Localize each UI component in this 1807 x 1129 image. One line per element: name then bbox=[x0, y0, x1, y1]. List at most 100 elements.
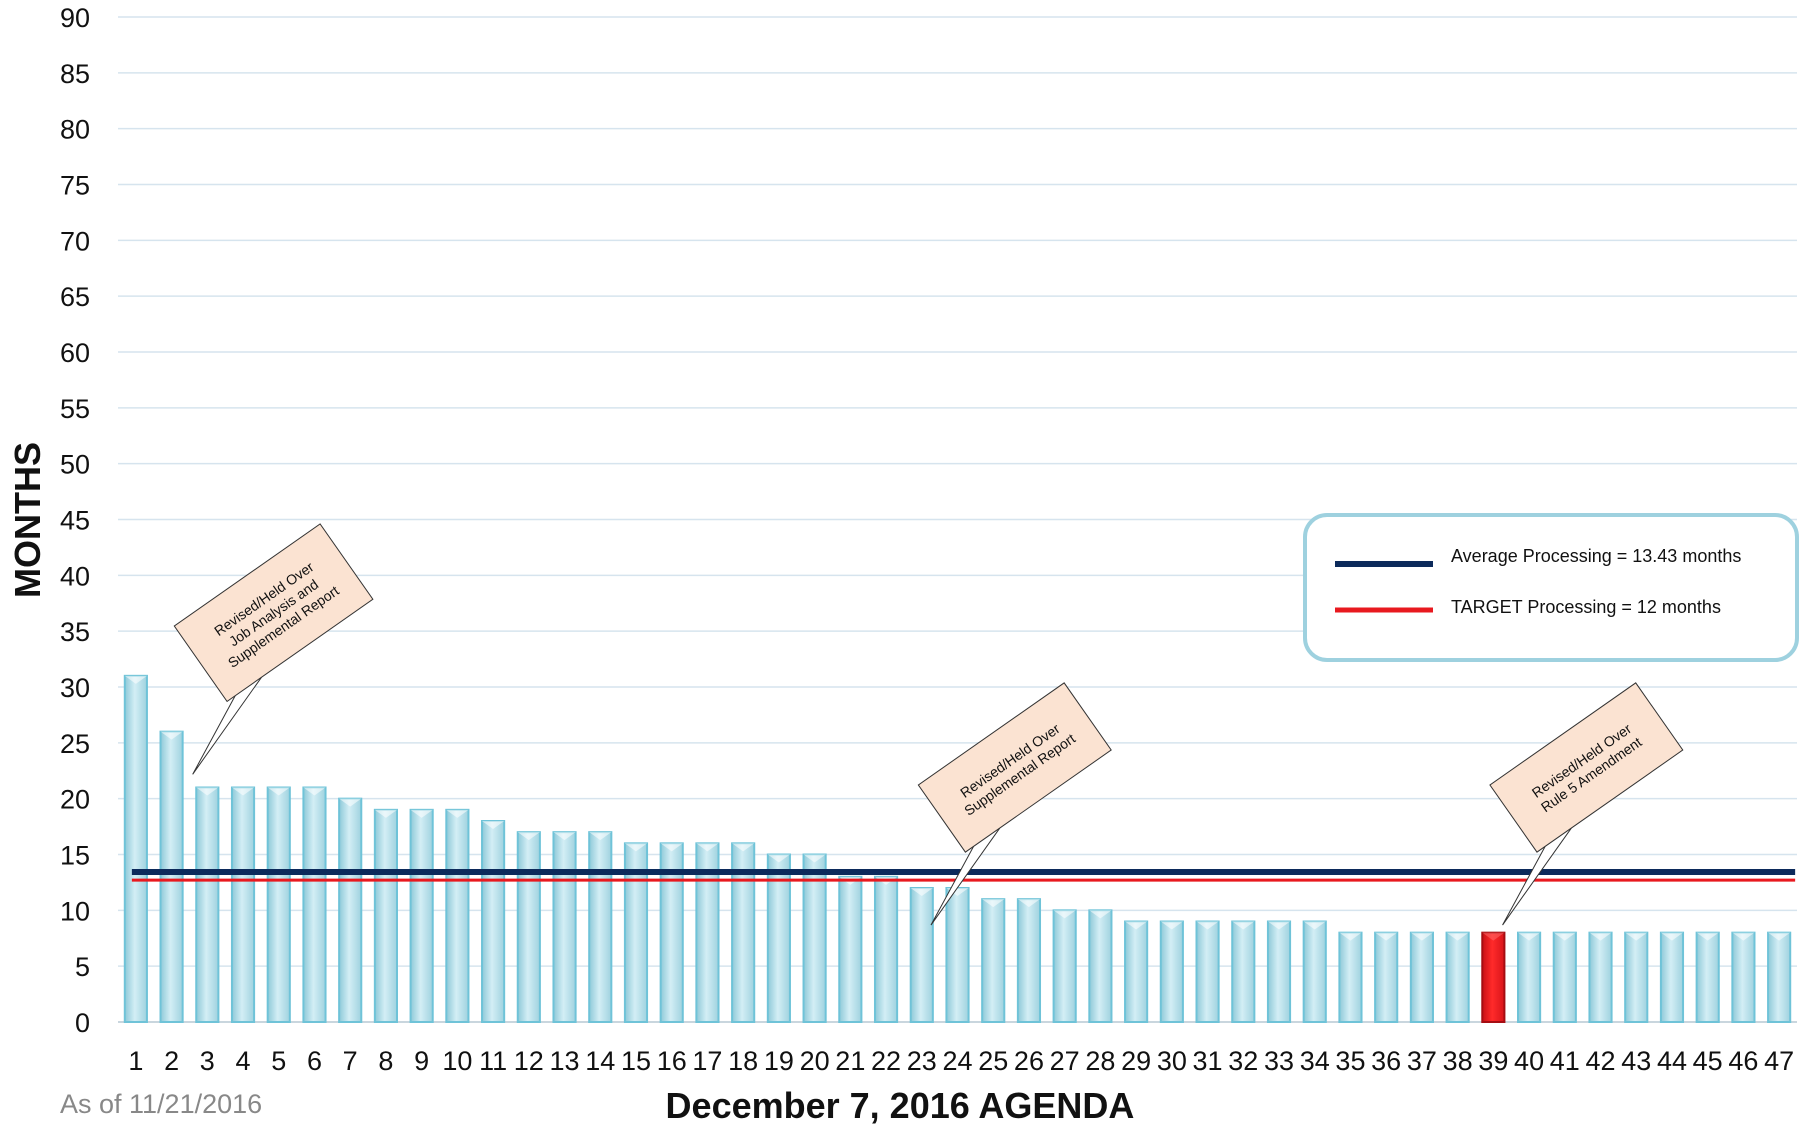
y-tick-label: 30 bbox=[60, 673, 90, 703]
x-tick-label: 23 bbox=[907, 1046, 937, 1076]
bar-cap bbox=[160, 731, 183, 740]
bar-cap bbox=[1625, 932, 1648, 941]
bar-cap bbox=[624, 843, 648, 852]
x-tick-label: 26 bbox=[1014, 1046, 1044, 1076]
bar-cap bbox=[1196, 921, 1219, 930]
bar bbox=[1588, 931, 1613, 1024]
x-tick-label: 42 bbox=[1585, 1046, 1615, 1076]
bar bbox=[1266, 920, 1292, 1023]
bar bbox=[159, 730, 184, 1024]
y-tick-label: 70 bbox=[60, 226, 90, 256]
y-tick-label: 75 bbox=[60, 171, 90, 201]
bar bbox=[302, 786, 327, 1023]
x-tick-label: 11 bbox=[479, 1046, 507, 1076]
legend-average-label: Average Processing = 13.43 months bbox=[1451, 546, 1741, 566]
x-tick-label: 15 bbox=[621, 1046, 651, 1076]
y-tick-label: 5 bbox=[75, 952, 90, 982]
x-tick-label: 33 bbox=[1264, 1046, 1294, 1076]
y-axis-ticks: 0 5 10 15 20 25 30 35 40 45 50 55 60 65 70 75 80 85 90 bbox=[60, 3, 90, 1038]
legend-target-label: TARGET Processing = 12 months bbox=[1451, 597, 1721, 617]
y-tick-label: 80 bbox=[60, 115, 90, 145]
y-tick-label: 45 bbox=[60, 506, 90, 536]
bar bbox=[1338, 931, 1363, 1024]
y-tick-label: 90 bbox=[60, 3, 90, 33]
y-axis-label: MONTHS bbox=[7, 442, 48, 598]
bar-cap bbox=[517, 832, 540, 841]
x-tick-label: 5 bbox=[271, 1046, 286, 1076]
callout-box bbox=[173, 523, 374, 703]
bar bbox=[1481, 931, 1506, 1024]
bar-cap bbox=[1160, 921, 1183, 930]
gridlines bbox=[118, 16, 1797, 1023]
bar bbox=[1695, 931, 1720, 1024]
x-tick-label: 14 bbox=[585, 1046, 615, 1076]
x-tick-label: 28 bbox=[1085, 1046, 1115, 1076]
bar bbox=[1659, 931, 1685, 1024]
x-tick-label: 36 bbox=[1371, 1046, 1401, 1076]
x-tick-label: 3 bbox=[200, 1046, 215, 1076]
bar bbox=[409, 808, 434, 1023]
bar bbox=[1409, 931, 1434, 1024]
bar-cap bbox=[910, 888, 933, 896]
x-tick-label: 18 bbox=[728, 1046, 758, 1076]
bar bbox=[1159, 920, 1184, 1023]
bar bbox=[1124, 920, 1149, 1023]
bar bbox=[1302, 920, 1327, 1023]
y-tick-label: 55 bbox=[60, 394, 90, 424]
bar-cap bbox=[231, 787, 255, 796]
y-tick-label: 40 bbox=[60, 561, 90, 591]
bar-cap bbox=[660, 843, 683, 852]
bar bbox=[1195, 920, 1220, 1023]
bar-cap bbox=[767, 854, 790, 863]
bar-cap bbox=[410, 809, 433, 818]
bar bbox=[1052, 909, 1077, 1023]
bar-cap bbox=[553, 832, 576, 841]
x-tick-label: 30 bbox=[1157, 1046, 1187, 1076]
bar bbox=[373, 808, 398, 1023]
y-tick-label: 25 bbox=[60, 729, 90, 759]
bar bbox=[552, 831, 577, 1024]
bar bbox=[123, 674, 148, 1023]
bar bbox=[338, 797, 363, 1024]
legend-box bbox=[1303, 513, 1799, 662]
x-tick-label: 38 bbox=[1443, 1046, 1473, 1076]
x-tick-label: 35 bbox=[1335, 1046, 1365, 1076]
x-tick-label: 1 bbox=[128, 1046, 143, 1076]
x-tick-label: 41 bbox=[1550, 1046, 1580, 1076]
bar-cap bbox=[482, 821, 505, 829]
bar-cap bbox=[339, 798, 362, 807]
bar-cap bbox=[589, 832, 612, 841]
bar bbox=[1767, 931, 1792, 1024]
y-tick-label: 0 bbox=[75, 1008, 90, 1038]
y-tick-label: 50 bbox=[60, 450, 90, 480]
bar-cap bbox=[1446, 932, 1469, 941]
y-tick-label: 20 bbox=[60, 785, 90, 815]
bar bbox=[1517, 931, 1542, 1024]
bar bbox=[195, 786, 220, 1023]
bar-cap bbox=[732, 843, 755, 852]
bar bbox=[909, 887, 934, 1023]
bar-cap bbox=[1089, 910, 1112, 919]
x-tick-label: 9 bbox=[414, 1046, 429, 1076]
y-tick-label: 85 bbox=[60, 59, 90, 89]
x-tick-label: 22 bbox=[871, 1046, 901, 1076]
bar-cap bbox=[982, 899, 1005, 908]
x-tick-label: 16 bbox=[657, 1046, 687, 1076]
bar-cap bbox=[1410, 932, 1433, 941]
bar bbox=[516, 831, 541, 1024]
bar-cap bbox=[446, 809, 469, 818]
bar-cap bbox=[196, 787, 219, 796]
bar bbox=[1445, 931, 1470, 1024]
bar bbox=[1088, 909, 1113, 1023]
bar-cap bbox=[1768, 932, 1791, 941]
x-tick-label: 46 bbox=[1728, 1046, 1758, 1076]
bar-cap bbox=[1375, 932, 1398, 941]
bar bbox=[1016, 898, 1042, 1024]
bar bbox=[1624, 931, 1649, 1024]
x-tick-label: 12 bbox=[514, 1046, 544, 1076]
x-tick-label: 21 bbox=[835, 1046, 865, 1076]
bar-cap bbox=[1482, 932, 1505, 941]
x-tick-label: 8 bbox=[378, 1046, 393, 1076]
